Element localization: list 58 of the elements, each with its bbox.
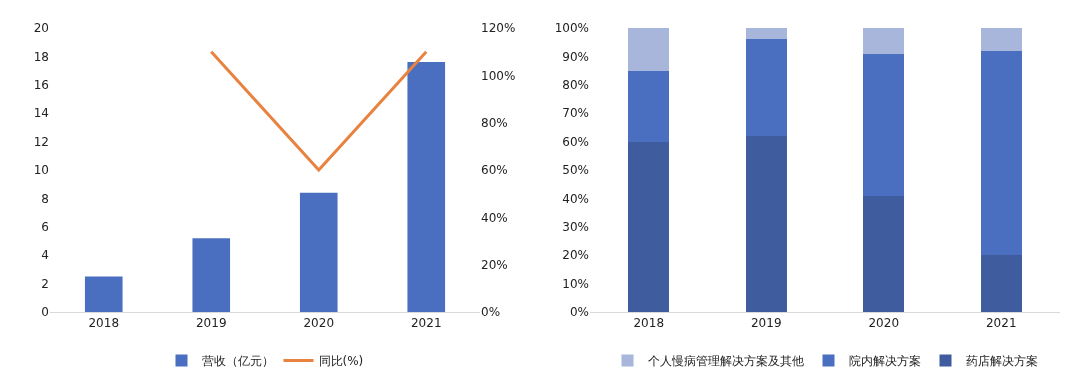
x-tick-label: 2018 (88, 316, 120, 331)
bar (628, 28, 670, 71)
bar (863, 53, 905, 196)
x-tick-label: 2021 (410, 316, 442, 331)
legend-label: 同比(%) (318, 354, 364, 369)
y2-tick-label: 100% (481, 68, 516, 83)
bar (299, 192, 338, 312)
y-tick-label: 4 (41, 248, 49, 263)
bar (628, 70, 670, 142)
y-tick-label: 20 (33, 21, 49, 36)
y-tick-label: 60% (562, 134, 589, 149)
y-tick-label: 100% (554, 21, 589, 36)
legend-label: 药店解决方案 (965, 354, 1038, 369)
x-tick-label: 2019 (195, 316, 227, 331)
y-tick-label: 0% (569, 305, 589, 320)
bar (980, 28, 1022, 51)
x-tick-label: 2019 (750, 316, 782, 331)
y-tick-label: 10 (33, 163, 49, 178)
x-tick-label: 2018 (633, 316, 665, 331)
y2-tick-label: 120% (481, 21, 516, 36)
y-tick-label: 20% (562, 248, 589, 263)
y-tick-label: 8 (41, 191, 49, 206)
bar (863, 195, 905, 312)
y2-tick-label: 80% (481, 115, 508, 130)
y-tick-label: 30% (562, 220, 589, 234)
x-tick-label: 2021 (985, 316, 1017, 331)
legend-label: 院内解决方案 (848, 354, 921, 369)
bar (863, 28, 905, 54)
bar (84, 276, 123, 312)
y-tick-label: 16 (33, 78, 49, 92)
bar (745, 135, 787, 312)
y2-tick-label: 60% (481, 163, 508, 178)
y-tick-label: 50% (562, 163, 589, 178)
y-tick-label: 80% (562, 78, 589, 92)
legend-label: 营收（亿元） (201, 354, 274, 369)
bar (628, 141, 670, 312)
bar (745, 28, 787, 40)
y2-tick-label: 0% (481, 305, 501, 320)
bar (192, 238, 231, 312)
y2-tick-label: 20% (481, 257, 508, 272)
bar (980, 255, 1022, 312)
y-tick-label: 2 (41, 276, 49, 291)
bar (745, 39, 787, 136)
y-tick-label: 90% (562, 49, 589, 64)
y-tick-label: 18 (33, 49, 49, 64)
legend-label: 个人慢病管理解决方案及其他 (647, 354, 804, 369)
y-tick-label: 0 (41, 305, 49, 320)
y-tick-label: 70% (562, 106, 589, 121)
y-tick-label: 12 (33, 134, 49, 149)
y-tick-label: 10% (562, 276, 589, 291)
y2-tick-label: 40% (481, 210, 508, 225)
y-tick-label: 14 (33, 106, 49, 121)
x-tick-label: 2020 (868, 316, 900, 331)
y-tick-label: 6 (41, 220, 49, 234)
x-tick-label: 2020 (303, 316, 335, 331)
bar (407, 62, 446, 312)
bar (980, 50, 1022, 256)
y-tick-label: 40% (562, 191, 589, 206)
